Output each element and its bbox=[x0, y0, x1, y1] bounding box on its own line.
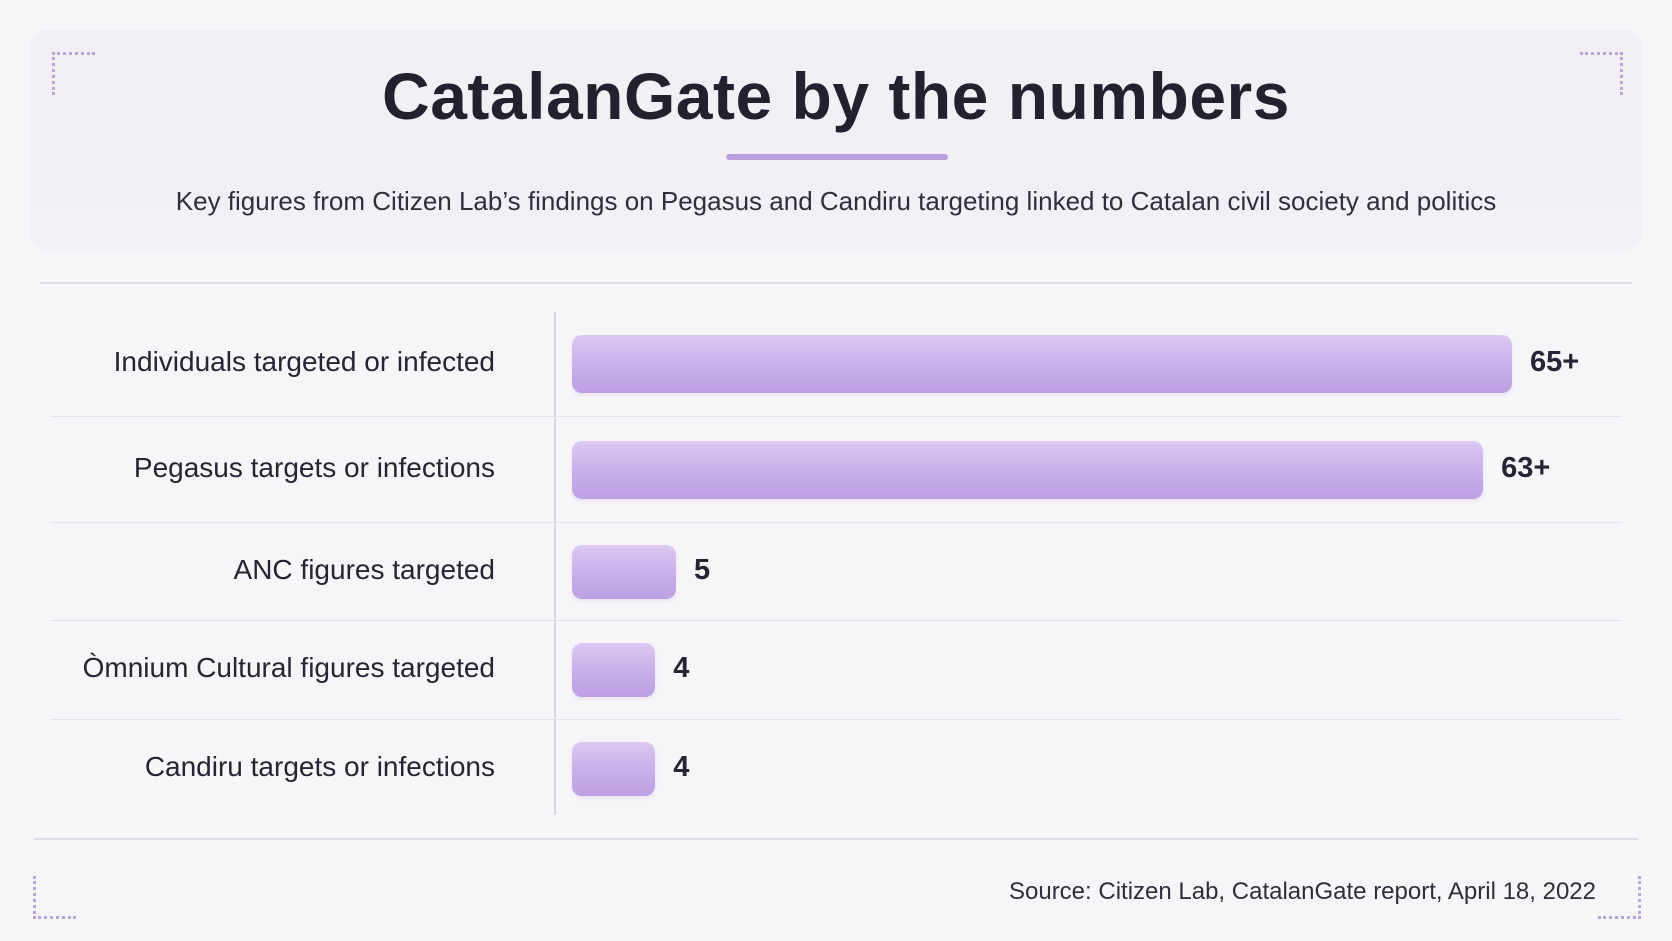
header-card bbox=[30, 30, 1642, 250]
row-separator bbox=[50, 719, 1622, 720]
bar bbox=[572, 441, 1484, 499]
category-label: Candiru targets or infections bbox=[144, 751, 495, 782]
row-separator bbox=[50, 522, 1622, 523]
divider-bottom bbox=[34, 838, 1638, 840]
page-subtitle: Key figures from Citizen Lab’s findings … bbox=[175, 186, 1497, 216]
bar bbox=[572, 742, 656, 796]
bar-value-label: 65+ bbox=[1530, 346, 1580, 378]
bar-value-label: 63+ bbox=[1501, 452, 1551, 484]
chart-axis-line bbox=[554, 312, 556, 815]
bar bbox=[572, 545, 676, 599]
bar-value-label: 4 bbox=[673, 751, 690, 783]
row-separator bbox=[50, 620, 1622, 621]
bar bbox=[572, 643, 656, 697]
category-label: ANC figures targeted bbox=[233, 554, 495, 585]
source-note: Source: Citizen Lab, CatalanGate report,… bbox=[1008, 878, 1596, 905]
corner-decoration-top-right bbox=[1580, 52, 1623, 95]
category-label: Òmnium Cultural figures targeted bbox=[82, 652, 495, 683]
divider-top bbox=[40, 282, 1632, 284]
corner-decoration-top-left bbox=[52, 52, 95, 95]
corner-decoration-bottom-left bbox=[33, 876, 76, 919]
category-label: Pegasus targets or infections bbox=[133, 452, 495, 483]
page-title: CatalanGate by the numbers bbox=[382, 59, 1290, 133]
row-separator bbox=[50, 416, 1622, 417]
title-underline bbox=[726, 154, 948, 160]
bar bbox=[572, 335, 1512, 393]
bar-value-label: 4 bbox=[673, 652, 690, 684]
category-label: Individuals targeted or infected bbox=[113, 346, 495, 377]
bar-value-label: 5 bbox=[694, 554, 711, 586]
corner-decoration-bottom-right bbox=[1598, 876, 1641, 919]
